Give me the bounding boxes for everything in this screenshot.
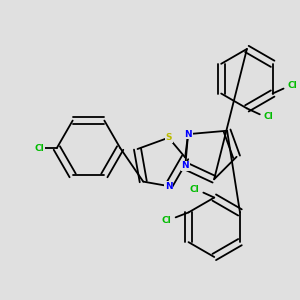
Text: N: N (184, 130, 192, 139)
Text: Cl: Cl (288, 81, 297, 90)
Text: Cl: Cl (162, 216, 172, 225)
Text: N: N (165, 182, 172, 190)
Text: S: S (165, 133, 172, 142)
Text: N: N (182, 161, 189, 170)
Text: Cl: Cl (190, 185, 199, 194)
Text: Cl: Cl (34, 143, 44, 152)
Text: Cl: Cl (264, 112, 274, 121)
